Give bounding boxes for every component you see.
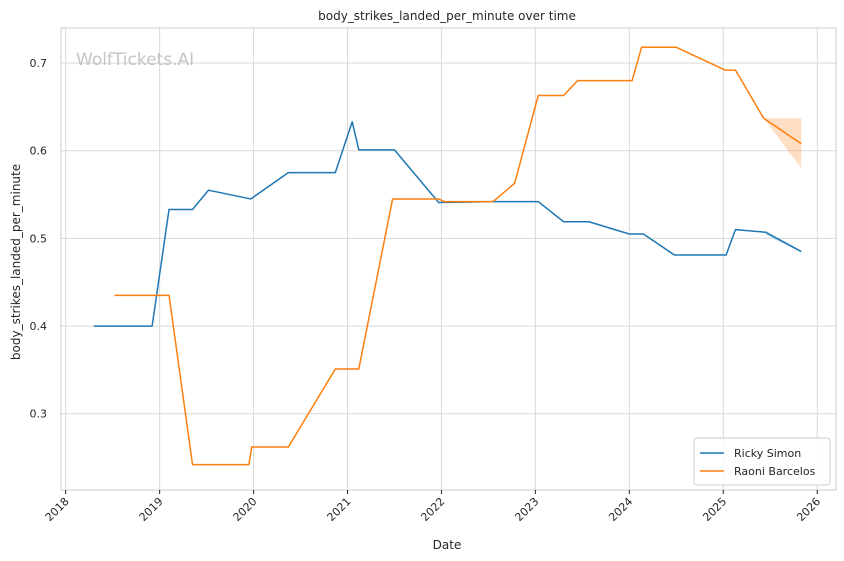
confidence-band-raoni-barcelos [763, 118, 802, 169]
series-line-raoni-barcelos [114, 46, 802, 466]
confidence-bands [763, 118, 802, 253]
x-tick-label: 2026 [794, 495, 823, 524]
x-tick-label: 2021 [325, 495, 354, 524]
legend-label-ricky-simon: Ricky Simon [734, 447, 801, 460]
y-axis-label: body_strikes_landed_per_minute [9, 164, 23, 360]
legend: Ricky Simon Raoni Barcelos [693, 437, 831, 486]
y-axis-ticks: 0.3 0.4 0.5 0.6 0.7 [30, 57, 48, 421]
x-axis-label: Date [433, 538, 462, 552]
x-tick-label: 2023 [512, 495, 541, 524]
grid [61, 28, 836, 490]
y-tick-label: 0.7 [30, 57, 48, 70]
watermark: WolfTickets.AI [76, 50, 194, 70]
y-tick-label: 0.4 [30, 320, 48, 333]
y-tick-label: 0.3 [30, 408, 48, 421]
legend-box [693, 437, 831, 486]
legend-label-raoni-barcelos: Raoni Barcelos [734, 465, 816, 478]
x-tick-label: 2019 [137, 495, 166, 524]
chart-title: body_strikes_landed_per_minute over time [318, 9, 576, 23]
x-tick-label: 2018 [43, 495, 72, 524]
y-tick-label: 0.5 [30, 232, 48, 245]
x-tick-label: 2025 [700, 495, 729, 524]
plot-frame [60, 27, 837, 491]
series-lines [93, 46, 802, 466]
series-line-ricky-simon [93, 121, 802, 327]
x-tick-label: 2024 [606, 495, 635, 524]
x-tick-label: 2020 [231, 495, 260, 524]
x-tick-label: 2022 [418, 495, 447, 524]
y-tick-label: 0.6 [30, 145, 48, 158]
x-axis-ticks: 2018 2019 2020 2021 2022 2023 2024 2025 2026 [43, 490, 823, 524]
